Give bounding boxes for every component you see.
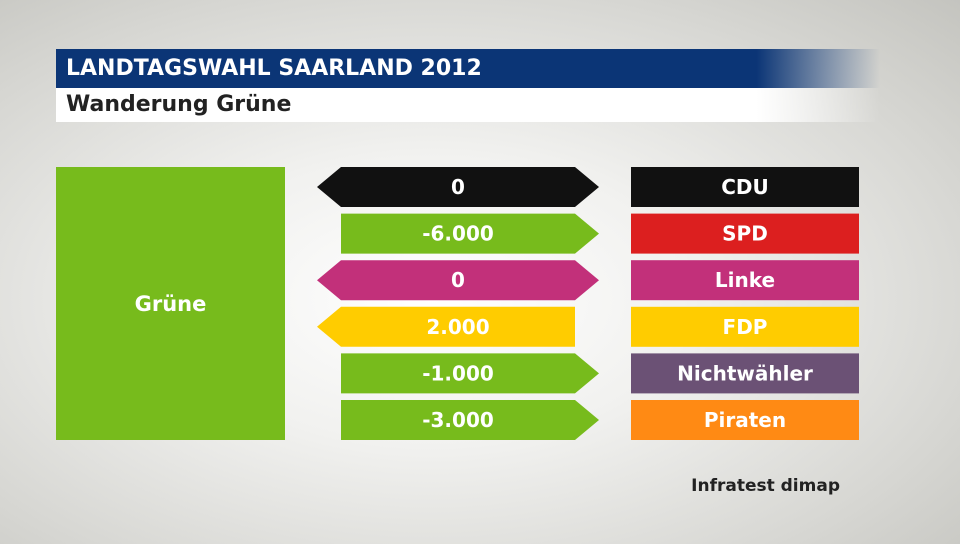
party-target-label-piraten: Piraten	[704, 408, 786, 432]
flow-arrow-fdp	[317, 306, 575, 347]
party-target-fdp	[631, 306, 859, 347]
chart-subtitle: Wanderung Grüne	[66, 92, 292, 117]
flow-value-fdp: 2.000	[426, 315, 489, 339]
flow-arrow-cdu	[317, 167, 599, 207]
party-target-label-nichtwähler: Nichtwähler	[677, 361, 813, 385]
flow-value-nichtwähler: -1.000	[422, 361, 494, 385]
party-target-label-linke: Linke	[715, 268, 775, 292]
party-target-cdu	[631, 167, 859, 207]
flow-value-linke: 0	[451, 268, 465, 292]
title-bar	[56, 49, 880, 88]
party-target-label-spd: SPD	[722, 222, 768, 246]
flow-value-piraten: -3.000	[422, 408, 494, 432]
flow-arrow-piraten	[341, 400, 599, 440]
party-target-piraten	[631, 400, 859, 440]
party-target-nichtwähler	[631, 353, 859, 394]
source-label: Infratest dimap	[691, 476, 840, 496]
party-target-label-fdp: FDP	[723, 315, 768, 339]
flow-value-spd: -6.000	[422, 222, 494, 246]
subtitle-bar	[56, 88, 880, 122]
party-target-label-cdu: CDU	[721, 175, 769, 199]
flow-arrow-spd	[341, 213, 599, 254]
chart-title: LANDTAGSWAHL SAARLAND 2012	[66, 56, 482, 81]
party-target-spd	[631, 213, 859, 254]
party-target-linke	[631, 260, 859, 301]
flow-arrow-nichtwähler	[341, 353, 599, 394]
party-label: Grüne	[134, 291, 207, 316]
party-box	[56, 167, 285, 440]
flow-arrow-linke	[317, 260, 599, 301]
flow-value-cdu: 0	[451, 175, 465, 199]
